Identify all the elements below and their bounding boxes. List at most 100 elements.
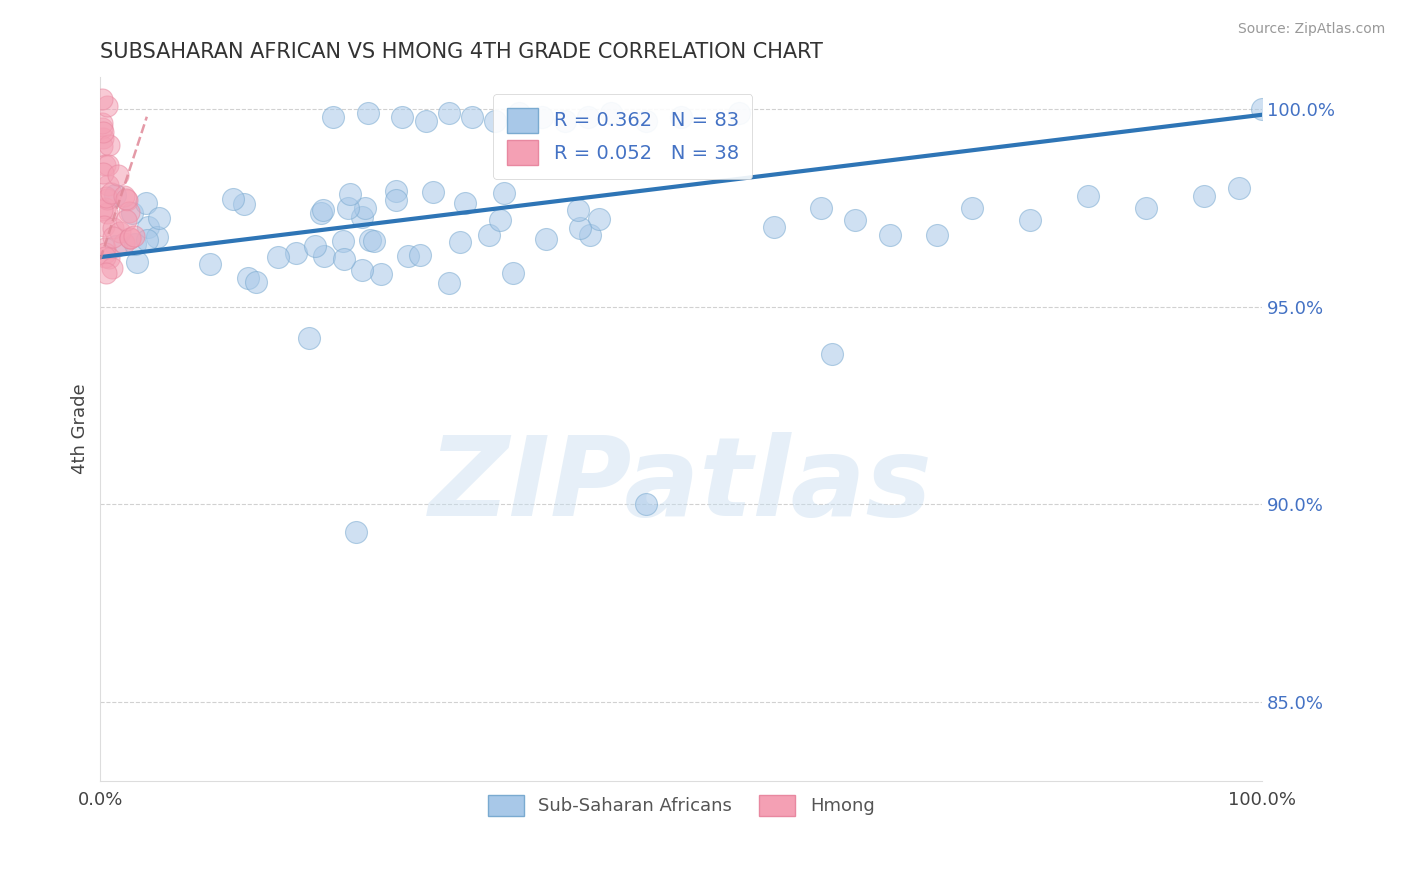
- Point: [363, 234, 385, 248]
- Point: [91, 166, 114, 180]
- Point: [332, 234, 354, 248]
- Point: [233, 196, 256, 211]
- Point: [314, 249, 336, 263]
- Legend: Sub-Saharan Africans, Hmong: Sub-Saharan Africans, Hmong: [478, 786, 883, 825]
- Point: [554, 113, 576, 128]
- Point: [478, 228, 501, 243]
- Point: [567, 202, 589, 217]
- Point: [298, 331, 321, 345]
- Point: [415, 113, 437, 128]
- Text: ZIPatlas: ZIPatlas: [429, 432, 934, 539]
- Point: [437, 276, 460, 290]
- Point: [136, 233, 159, 247]
- Point: [91, 125, 114, 139]
- Point: [135, 196, 157, 211]
- Point: [352, 210, 374, 224]
- Point: [112, 189, 135, 203]
- Point: [1018, 212, 1040, 227]
- Point: [925, 228, 948, 243]
- Point: [97, 178, 120, 193]
- Point: [344, 524, 367, 539]
- Point: [112, 235, 135, 250]
- Point: [94, 189, 117, 203]
- Point: [385, 185, 408, 199]
- Point: [285, 245, 308, 260]
- Point: [267, 250, 290, 264]
- Point: [91, 116, 114, 130]
- Point: [879, 228, 901, 243]
- Point: [124, 237, 146, 252]
- Point: [108, 225, 131, 239]
- Point: [356, 105, 378, 120]
- Point: [821, 347, 844, 361]
- Point: [104, 188, 127, 202]
- Point: [385, 193, 408, 207]
- Point: [352, 263, 374, 277]
- Point: [454, 195, 477, 210]
- Point: [238, 270, 260, 285]
- Point: [148, 211, 170, 225]
- Point: [104, 239, 127, 253]
- Y-axis label: 4th Grade: 4th Grade: [72, 384, 89, 475]
- Point: [508, 105, 530, 120]
- Point: [309, 206, 332, 220]
- Point: [339, 186, 361, 201]
- Point: [115, 192, 138, 206]
- Point: [118, 205, 141, 219]
- Point: [494, 186, 516, 201]
- Point: [101, 221, 124, 235]
- Point: [336, 201, 359, 215]
- Point: [91, 202, 114, 217]
- Point: [121, 206, 143, 220]
- Point: [576, 110, 599, 124]
- Point: [312, 203, 335, 218]
- Point: [94, 245, 117, 260]
- Text: Source: ZipAtlas.com: Source: ZipAtlas.com: [1237, 22, 1385, 37]
- Point: [94, 158, 117, 172]
- Point: [636, 113, 658, 128]
- Point: [588, 212, 610, 227]
- Point: [1227, 181, 1250, 195]
- Point: [91, 131, 114, 145]
- Point: [449, 235, 471, 250]
- Point: [245, 275, 267, 289]
- Point: [94, 202, 117, 216]
- Point: [90, 120, 112, 135]
- Point: [437, 105, 460, 120]
- Point: [107, 169, 129, 183]
- Point: [98, 251, 121, 265]
- Point: [222, 192, 245, 206]
- Point: [122, 229, 145, 244]
- Point: [1192, 189, 1215, 203]
- Point: [96, 192, 118, 206]
- Point: [960, 201, 983, 215]
- Point: [90, 92, 112, 106]
- Point: [97, 158, 120, 172]
- Point: [669, 110, 692, 124]
- Point: [359, 233, 381, 247]
- Point: [120, 231, 142, 245]
- Point: [136, 220, 159, 235]
- Point: [93, 219, 115, 234]
- Point: [396, 249, 419, 263]
- Point: [115, 193, 138, 207]
- Point: [636, 497, 658, 511]
- Point: [333, 252, 356, 267]
- Point: [322, 110, 344, 124]
- Point: [600, 105, 623, 120]
- Point: [461, 110, 484, 124]
- Point: [568, 221, 591, 235]
- Point: [115, 213, 138, 227]
- Point: [304, 239, 326, 253]
- Point: [1135, 201, 1157, 215]
- Point: [101, 261, 124, 276]
- Point: [100, 186, 122, 200]
- Point: [96, 206, 118, 220]
- Point: [1077, 189, 1099, 203]
- Point: [391, 110, 413, 124]
- Point: [146, 230, 169, 244]
- Point: [120, 231, 142, 245]
- Text: SUBSAHARAN AFRICAN VS HMONG 4TH GRADE CORRELATION CHART: SUBSAHARAN AFRICAN VS HMONG 4TH GRADE CO…: [100, 42, 824, 62]
- Point: [94, 250, 117, 264]
- Point: [94, 241, 117, 255]
